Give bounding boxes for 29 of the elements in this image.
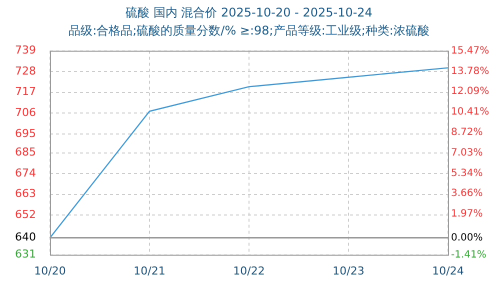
x-tick-label: 10/24 <box>432 264 464 278</box>
x-tick-label: 10/23 <box>332 264 364 278</box>
y-tick-label: 663 <box>15 187 36 200</box>
y-tick-label: 717 <box>15 85 36 98</box>
x-tick-label: 10/21 <box>134 264 166 278</box>
chart-subtitle: 品级:合格品;硫酸的质量分数/% ≥:98;产品等级:工业级;种类:浓硫酸 <box>68 24 430 38</box>
chart-title: 硫酸 国内 混合价 2025-10-20 - 2025-10-24 <box>126 5 372 20</box>
y-tick-label: 674 <box>15 166 36 180</box>
x-tick-label: 10/22 <box>233 264 265 278</box>
y2-tick-label: 12.09% <box>451 86 490 98</box>
y2-tick-label: 10.41% <box>451 106 490 118</box>
y2-tick-label: -1.41% <box>451 249 486 260</box>
y2-tick-label: 3.66% <box>451 188 483 200</box>
y-tick-label: 685 <box>15 146 36 159</box>
y-tick-label: 695 <box>15 126 36 140</box>
y2-tick-label: 13.78% <box>451 66 490 77</box>
y-tick-label: 631 <box>15 248 36 261</box>
y2-tick-label: 0.00% <box>451 232 483 244</box>
y2-tick-label: 8.72% <box>451 126 483 138</box>
y-tick-label: 652 <box>15 208 36 221</box>
y-tick-label: 640 <box>15 230 36 244</box>
y2-tick-label: 7.03% <box>451 147 483 158</box>
y-tick-label: 706 <box>15 106 36 119</box>
y-tick-label: 739 <box>15 44 36 57</box>
y2-tick-label: 5.34% <box>451 168 483 179</box>
x-tick-label: 10/20 <box>34 264 66 278</box>
y2-tick-label: 15.47% <box>451 45 490 56</box>
y-tick-label: 728 <box>15 64 36 78</box>
y2-tick-label: 1.97% <box>451 208 483 220</box>
